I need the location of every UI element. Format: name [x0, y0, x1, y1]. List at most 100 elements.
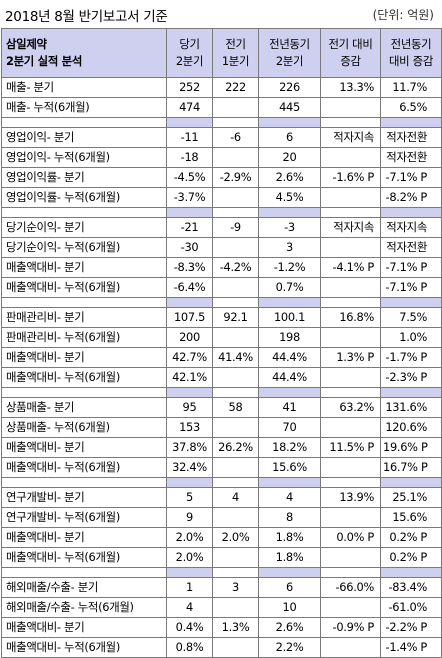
row-label: 영업이익- 분기 [1, 127, 167, 148]
previous-quarter-value: 1.3% [212, 617, 259, 638]
year-ago-value: 1.8% [258, 527, 321, 548]
previous-quarter-value: -4.2% [212, 257, 259, 278]
yoy-change-value: -7.1% P [380, 257, 442, 278]
year-ago-value: 44.4% [258, 367, 321, 388]
previous-quarter-value [212, 147, 259, 168]
current-quarter-value: -3.7% [166, 187, 213, 208]
previous-quarter-value: -9 [212, 217, 259, 238]
qoq-change-value [320, 97, 381, 118]
current-quarter-value: 9 [166, 507, 213, 528]
earnings-table: 삼일제약 2분기 실적 분석 당기 2분기 전기 1분기 전년동기 2분기 전기… [1, 28, 442, 658]
spacer-cell [212, 387, 259, 398]
row-label: 매출액대비- 누적(6개월) [1, 367, 167, 388]
yoy-change-value: 6.5% [380, 97, 442, 118]
table-row: 영업이익- 누적(6개월) -18 20 적자전환 [1, 147, 442, 168]
report-header: 2018년 8월 반기보고서 기준 (단위: 억원) [0, 0, 442, 28]
current-quarter-value: 107.5 [166, 307, 213, 328]
spacer-cell [258, 117, 321, 128]
table-row: 매출액대비- 누적(6개월) -6.4% 0.7% -7.1% P [1, 277, 442, 298]
current-quarter-value: 32.4% [166, 457, 213, 478]
spacer-cell [258, 387, 321, 398]
table-row: 해외매출/수출- 누적(6개월) 4 10 -61.0% [1, 597, 442, 618]
spacer-cell [1, 477, 167, 488]
spacer-cell [1, 207, 167, 218]
spacer-cell [1, 567, 167, 578]
spacer-cell [258, 477, 321, 488]
qoq-change-value [320, 327, 381, 348]
header-yoy-change: 전년동기 대비 증감 [380, 28, 442, 78]
year-ago-value: 44.4% [258, 347, 321, 368]
previous-quarter-value [212, 507, 259, 528]
current-quarter-value: -6.4% [166, 277, 213, 298]
previous-quarter-value [212, 327, 259, 348]
spacer-cell [380, 387, 442, 398]
row-label: 매출액대비- 분기 [1, 257, 167, 278]
qoq-change-value [320, 277, 381, 298]
table-row: 매출액대비- 누적(6개월) 0.8% 2.2% -1.4% P [1, 637, 442, 658]
qoq-change-value [320, 547, 381, 568]
yoy-change-value: 1.0% [380, 327, 442, 348]
spacer-cell [212, 477, 259, 488]
spacer-cell [258, 207, 321, 218]
current-quarter-value: -8.3% [166, 257, 213, 278]
current-quarter-value: -18 [166, 147, 213, 168]
table-row: 판매관리비- 누적(6개월) 200 198 1.0% [1, 327, 442, 348]
row-label: 매출액대비- 누적(6개월) [1, 547, 167, 568]
group-spacer-row [1, 297, 442, 308]
header-previous-quarter: 전기 1분기 [212, 28, 259, 78]
current-quarter-value: 2.0% [166, 527, 213, 548]
current-quarter-value: -21 [166, 217, 213, 238]
spacer-cell [1, 117, 167, 128]
spacer-cell [320, 117, 381, 128]
spacer-cell [320, 387, 381, 398]
current-quarter-value: 0.4% [166, 617, 213, 638]
qoq-change-value: -66.0% [320, 577, 381, 598]
qoq-change-value: 63.2% [320, 397, 381, 418]
row-label: 당기순이익- 누적(6개월) [1, 237, 167, 258]
yoy-change-value: 7.5% [380, 307, 442, 328]
spacer-cell [380, 207, 442, 218]
qoq-change-value [320, 507, 381, 528]
year-ago-value: 100.1 [258, 307, 321, 328]
table-header-row: 삼일제약 2분기 실적 분석 당기 2분기 전기 1분기 전년동기 2분기 전기… [1, 28, 442, 78]
qoq-change-value: 0.0% P [320, 527, 381, 548]
qoq-change-value: 13.3% [320, 77, 381, 98]
current-quarter-value: 5 [166, 487, 213, 508]
spacer-cell [212, 117, 259, 128]
previous-quarter-value: 4 [212, 487, 259, 508]
row-label: 연구개발비- 누적(6개월) [1, 507, 167, 528]
year-ago-value: 0.7% [258, 277, 321, 298]
spacer-cell [166, 297, 213, 308]
previous-quarter-value [212, 457, 259, 478]
yoy-change-value: 11.7% [380, 77, 442, 98]
qoq-change-value: 1.3% P [320, 347, 381, 368]
year-ago-value: -1.2% [258, 257, 321, 278]
row-label: 매출- 누적(6개월) [1, 97, 167, 118]
current-quarter-value: -4.5% [166, 167, 213, 188]
previous-quarter-value: 26.2% [212, 437, 259, 458]
spacer-cell [380, 117, 442, 128]
group-spacer-row [1, 567, 442, 578]
year-ago-value: 4.5% [258, 187, 321, 208]
qoq-change-value: 11.5% P [320, 437, 381, 458]
row-label: 해외매출/수출- 분기 [1, 577, 167, 598]
table-row: 매출액대비- 분기 42.7% 41.4% 44.4% 1.3% P -1.7% P [1, 347, 442, 368]
previous-quarter-value: -2.9% [212, 167, 259, 188]
header-year-ago-quarter: 전년동기 2분기 [258, 28, 321, 78]
table-row: 당기순이익- 누적(6개월) -30 3 적자전환 [1, 237, 442, 258]
previous-quarter-value: 92.1 [212, 307, 259, 328]
yoy-change-value: -7.1% P [380, 277, 442, 298]
header-company-cell: 삼일제약 2분기 실적 분석 [1, 28, 167, 78]
spacer-cell [212, 297, 259, 308]
report-title: 2018년 8월 반기보고서 기준 [5, 9, 168, 25]
table-row: 매출액대비- 누적(6개월) 32.4% 15.6% 16.7% P [1, 457, 442, 478]
current-quarter-value: 474 [166, 97, 213, 118]
qoq-change-value [320, 597, 381, 618]
table-row: 매출액대비- 분기 -8.3% -4.2% -1.2% -4.1% P -7.1% P [1, 257, 442, 278]
group-spacer-row [1, 207, 442, 218]
company-name: 삼일제약 [6, 37, 47, 51]
qoq-change-value [320, 147, 381, 168]
table-row: 해외매출/수출- 분기 1 3 6 -66.0% -83.4% [1, 577, 442, 598]
year-ago-value: 2.6% [258, 617, 321, 638]
row-label: 매출액대비- 분기 [1, 437, 167, 458]
